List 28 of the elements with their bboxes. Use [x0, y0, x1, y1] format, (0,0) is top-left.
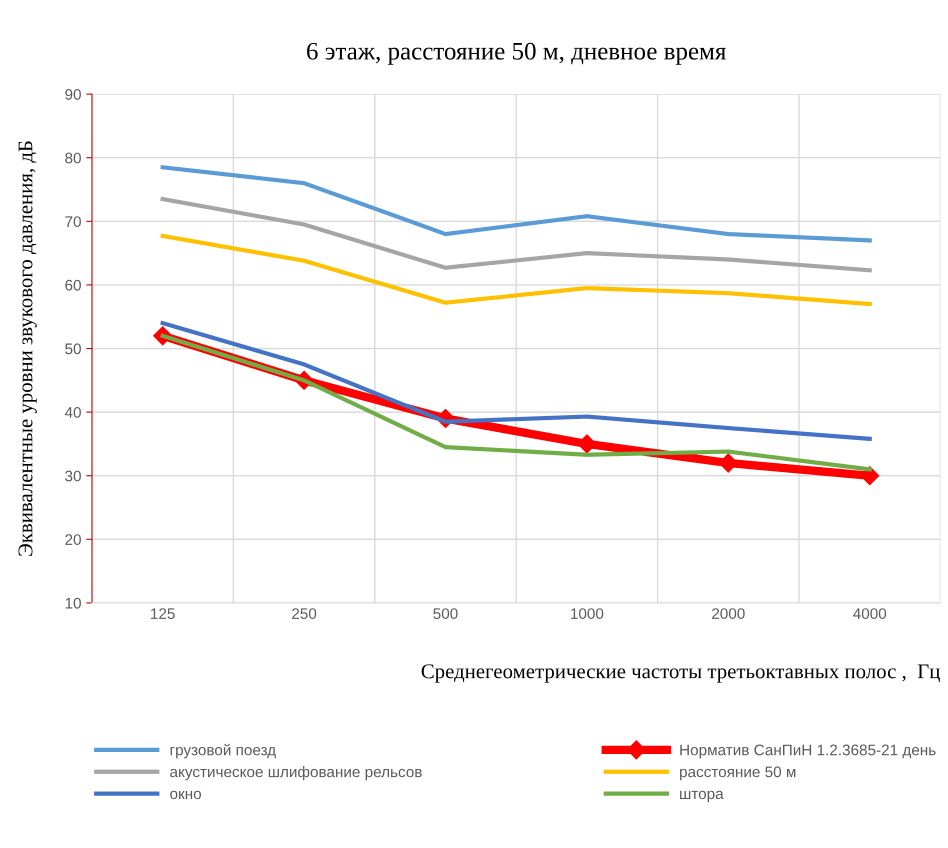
legend-label: окно [170, 790, 202, 800]
line-series [160, 321, 872, 441]
legend-label: расстояние 50 м [680, 766, 796, 780]
legend-label: Норматив СанПиН 1.2.3685-21 день [680, 744, 936, 758]
x-tick-label: 500 [433, 608, 458, 620]
x-tick-label: 250 [292, 608, 316, 620]
y-tick-label: 60 [65, 280, 81, 291]
y-axis-title: Эквивалентные уровни звукового давления, дБ [18, 141, 37, 556]
line-series [160, 234, 872, 306]
y-tick-label: 50 [65, 343, 81, 354]
legend-label: акустическое шлифование рельсов [170, 766, 422, 780]
y-tick-label: 40 [64, 406, 81, 418]
x-axis-title: Среднегеометрические частоты третьоктавных полос , Гц [422, 664, 940, 683]
y-tick-label: 90 [65, 88, 81, 100]
chart-title: 6 этаж, расстояние 50 м, дневное время [307, 42, 726, 65]
x-tick-label: 125 [151, 608, 175, 620]
y-tick-label: 80 [65, 152, 81, 164]
line-series [160, 196, 872, 272]
legend-label: штора [680, 790, 724, 802]
x-tick-label: 1000 [571, 608, 604, 620]
y-tick-label: 10 [66, 598, 81, 609]
legend-label: грузовой поезд [170, 744, 276, 758]
x-tick-label: 4000 [853, 608, 886, 620]
x-tick-label: 2000 [712, 608, 745, 620]
line-series [160, 165, 872, 242]
y-tick-label: 20 [65, 534, 81, 546]
y-tick-label: 30 [65, 470, 81, 482]
y-tick-label: 70 [65, 216, 81, 228]
